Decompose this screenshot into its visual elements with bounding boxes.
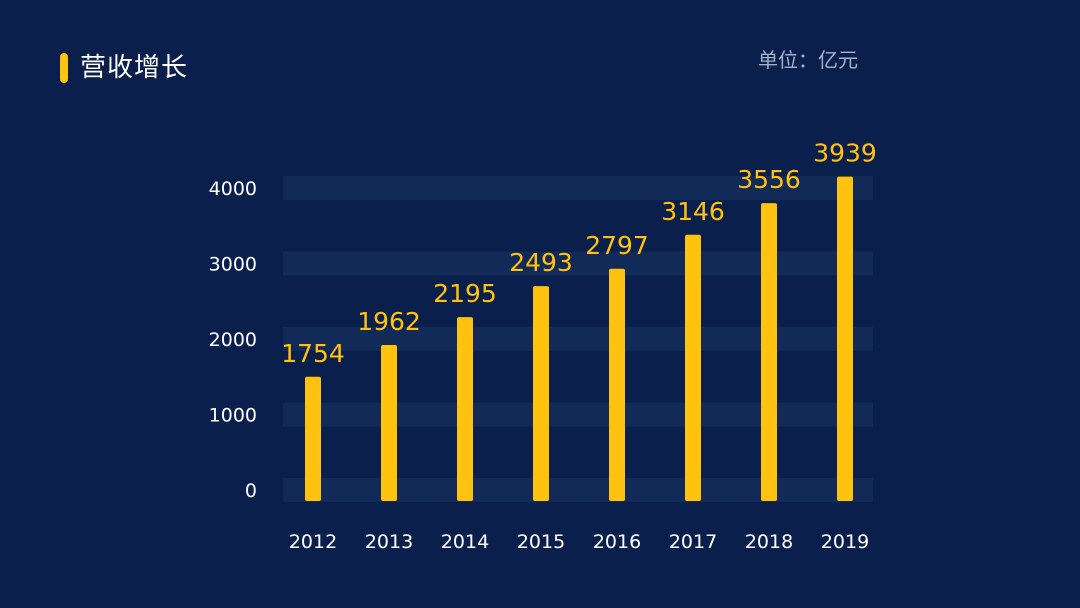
bar-2012 — [305, 376, 321, 501]
value-label-2015: 2493 — [509, 248, 573, 277]
page-title: 营收增长 — [80, 53, 189, 83]
value-label-2017: 3146 — [661, 197, 725, 226]
grid-band-4000 — [283, 176, 873, 200]
x-tick-label-2018: 2018 — [745, 531, 793, 553]
y-axis-ticks: 0 1000 2000 3000 4000 — [209, 178, 257, 502]
x-axis-ticks: 2012 2013 2014 2015 2016 2017 2018 2019 — [289, 531, 869, 553]
grid-bands — [283, 176, 873, 502]
x-tick-label-2016: 2016 — [593, 531, 641, 553]
bar-2016 — [609, 268, 625, 501]
value-label-2016: 2797 — [585, 231, 649, 260]
grid-band-1000 — [283, 402, 873, 427]
title-accent-bar — [60, 53, 68, 83]
bar-2015 — [533, 286, 549, 501]
bar-2017 — [685, 234, 701, 501]
value-label-2014: 2195 — [433, 279, 497, 308]
bars — [305, 176, 853, 502]
y-tick-label: 1000 — [209, 405, 257, 427]
value-label-2013: 1962 — [357, 307, 421, 336]
y-tick-label: 4000 — [209, 178, 257, 200]
y-tick-label: 3000 — [209, 254, 257, 276]
y-tick-label: 2000 — [209, 329, 257, 351]
bar-2018 — [761, 203, 777, 501]
grid-band-0 — [283, 478, 873, 502]
x-tick-label-2014: 2014 — [441, 531, 489, 553]
x-tick-label-2017: 2017 — [669, 531, 717, 553]
value-labels: 1754 1962 2195 2493 2797 3146 3556 3939 — [281, 139, 877, 368]
bar-2019 — [837, 176, 853, 502]
x-tick-label-2013: 2013 — [365, 531, 413, 553]
unit-label: 单位：亿元 — [758, 48, 858, 72]
x-tick-label-2012: 2012 — [289, 531, 337, 553]
value-label-2019: 3939 — [813, 139, 877, 168]
bar-2013 — [381, 345, 397, 501]
value-label-2018: 3556 — [737, 165, 801, 194]
y-tick-label: 0 — [245, 480, 257, 502]
x-tick-label-2015: 2015 — [517, 531, 565, 553]
bar-2014 — [457, 317, 473, 501]
grid-band-3000 — [283, 251, 873, 276]
value-label-2012: 1754 — [281, 339, 345, 368]
x-tick-label-2019: 2019 — [821, 531, 869, 553]
